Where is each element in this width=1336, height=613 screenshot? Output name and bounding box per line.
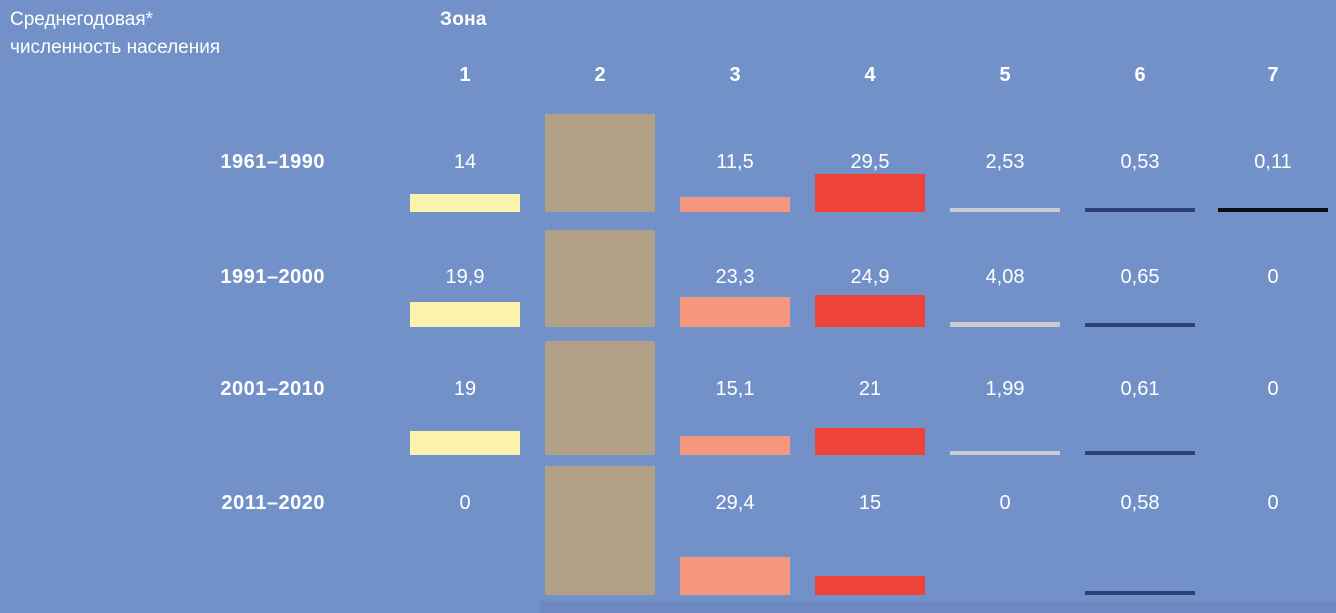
bar-r4-z6 bbox=[1085, 591, 1195, 595]
bar-r1-z7 bbox=[1218, 208, 1328, 212]
value-cell-r2-z1: 19,9 bbox=[445, 266, 485, 288]
bar-r1-z1 bbox=[410, 194, 520, 212]
value-cell-r4-z3: 29,4 bbox=[715, 492, 755, 514]
bar-r4-z4 bbox=[815, 576, 925, 595]
zone-column-header-2: 2 bbox=[594, 64, 606, 86]
zone-header-label: Зона bbox=[440, 9, 487, 30]
bar-r2-z3 bbox=[680, 297, 790, 327]
value-cell-r3-z7: 0 bbox=[1267, 378, 1279, 400]
value-cell-r3-z6: 0,61 bbox=[1120, 378, 1160, 400]
value-cell-r4-z4: 15 bbox=[858, 492, 882, 514]
value-cell-r2-z7: 0 bbox=[1267, 266, 1279, 288]
value-cell-r1-z3: 11,5 bbox=[716, 151, 754, 173]
value-cell-r3-z3: 15,1 bbox=[715, 378, 755, 400]
value-cell-r2-z6: 0,65 bbox=[1120, 266, 1160, 288]
bar-r3-z6 bbox=[1085, 451, 1195, 455]
zone-column-header-5: 5 bbox=[999, 64, 1011, 86]
value-cell-r4-z6: 0,58 bbox=[1120, 492, 1160, 514]
zone-column-header-3: 3 bbox=[729, 64, 741, 86]
zone-column-header-6: 6 bbox=[1134, 64, 1146, 86]
value-cell-r2-z3: 23,3 bbox=[715, 266, 755, 288]
value-cell-r1-z6: 0,53 bbox=[1120, 151, 1160, 173]
zone-column-header-1: 1 bbox=[459, 64, 471, 86]
value-cell-r1-z4: 29,5 bbox=[850, 151, 890, 173]
bar-r3-z1 bbox=[410, 431, 520, 455]
zone-column-header-7: 7 bbox=[1267, 64, 1279, 86]
zone-column-header-4: 4 bbox=[864, 64, 876, 86]
value-cell-r3-z1: 19 bbox=[453, 378, 477, 400]
value-cell-r2-z4: 24,9 bbox=[850, 266, 890, 288]
bar-r4-z3 bbox=[680, 557, 790, 595]
bar-r3-z3 bbox=[680, 436, 790, 455]
bar-r3-z2 bbox=[545, 341, 655, 455]
value-cell-r1-z5: 2,53 bbox=[985, 151, 1025, 173]
bar-r2-z6 bbox=[1085, 323, 1195, 327]
period-row-label-4: 2011–2020 bbox=[221, 492, 325, 514]
chart-title-line2: численность населения bbox=[10, 37, 221, 58]
period-row-label-1: 1961–1990 bbox=[220, 151, 325, 173]
bar-r1-z2 bbox=[545, 114, 655, 212]
value-cell-r4-z5: 0 bbox=[999, 492, 1011, 514]
value-cell-r4-z7: 0 bbox=[1267, 492, 1279, 514]
bar-r1-z6 bbox=[1085, 208, 1195, 212]
value-cell-r3-z5: 1,99 bbox=[985, 378, 1025, 400]
bar-r1-z5 bbox=[950, 208, 1060, 212]
bar-r3-z4 bbox=[815, 428, 925, 455]
value-cell-r1-z7: 0,11 bbox=[1254, 151, 1292, 173]
value-cell-r1-z1: 14 bbox=[453, 151, 477, 173]
bar-r2-z2 bbox=[545, 230, 655, 327]
value-cell-r4-z1: 0 bbox=[459, 492, 471, 514]
chart-title-line1: Среднегодовая* bbox=[10, 9, 154, 30]
bar-r3-z5 bbox=[950, 451, 1060, 455]
bottom-accent-band bbox=[540, 601, 1336, 613]
value-cell-r2-z5: 4,08 bbox=[985, 266, 1025, 288]
period-row-label-3: 2001–2010 bbox=[220, 378, 325, 400]
bar-r1-z3 bbox=[680, 197, 790, 212]
bar-r2-z1 bbox=[410, 302, 520, 327]
period-row-label-2: 1991–2000 bbox=[220, 266, 325, 288]
bar-r4-z2 bbox=[545, 466, 655, 595]
bar-r2-z5 bbox=[950, 322, 1060, 327]
bar-r2-z4 bbox=[815, 295, 925, 327]
value-cell-r3-z4: 21 bbox=[858, 378, 882, 400]
bar-r1-z4 bbox=[815, 174, 925, 212]
